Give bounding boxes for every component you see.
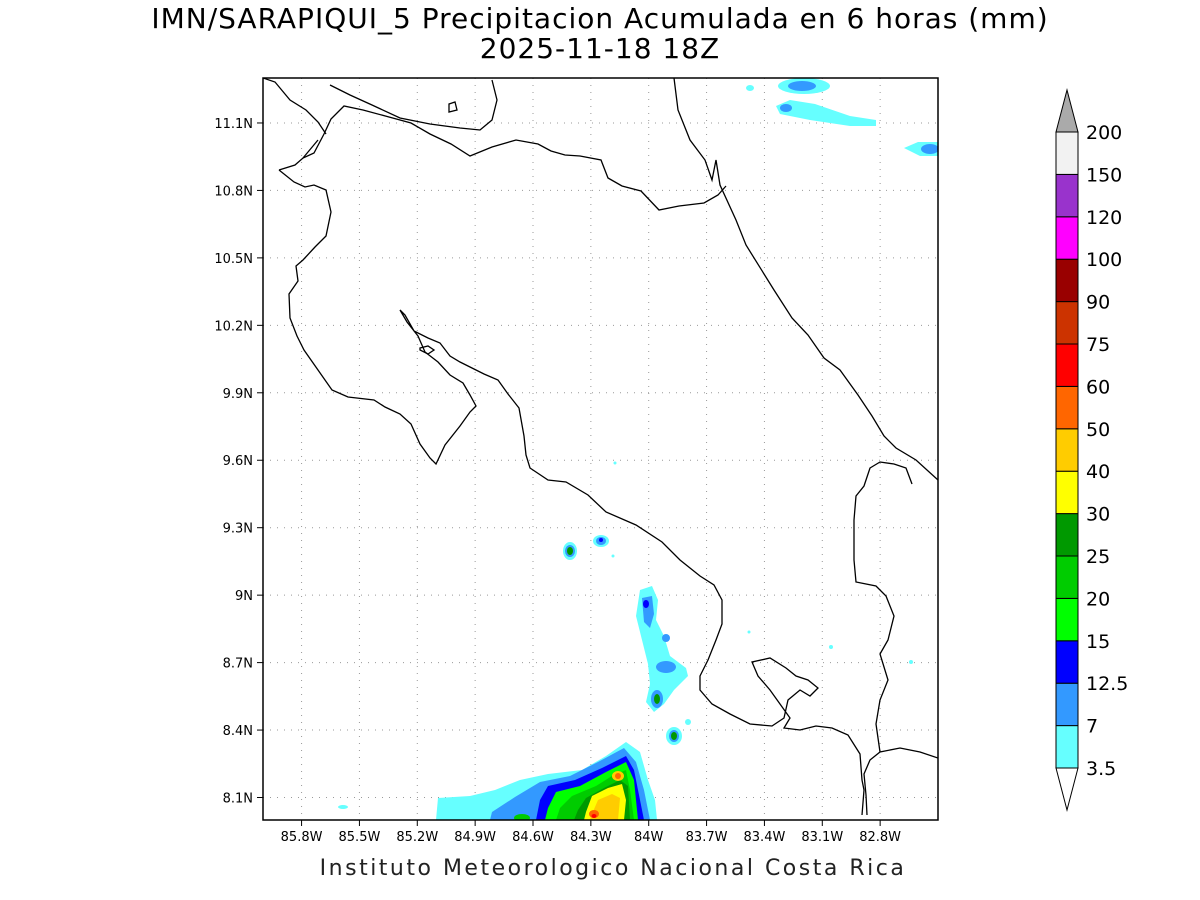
lon-tick-label: 83.7W bbox=[686, 830, 728, 845]
lon-tick-label: 82.8W bbox=[859, 830, 901, 845]
institution-credit: Instituto Meteorologico Nacional Costa R… bbox=[319, 856, 907, 881]
colorbar-level-label: 30 bbox=[1086, 504, 1110, 526]
colorbar-level-label: 12.5 bbox=[1086, 673, 1128, 695]
lat-tick-label: 9N bbox=[235, 589, 253, 604]
colorbar-swatch bbox=[1055, 385, 1079, 430]
coastlines bbox=[263, 78, 938, 816]
colorbar-level-label: 50 bbox=[1086, 419, 1110, 441]
colorbar-level-label: 200 bbox=[1086, 122, 1122, 144]
colorbar-level-label: 25 bbox=[1086, 546, 1110, 568]
colorbar-swatch bbox=[1055, 640, 1079, 684]
lon-tick-label: 85.8W bbox=[281, 830, 323, 845]
colorbar-swatch bbox=[1055, 597, 1079, 642]
nicaragua-pacific-coast bbox=[263, 78, 327, 159]
colorbar-swatch bbox=[1055, 725, 1079, 769]
colorbar-swatch bbox=[1055, 131, 1079, 175]
colorbar-swatch bbox=[1055, 428, 1079, 472]
colorbar-level-label: 150 bbox=[1086, 164, 1122, 186]
lon-tick-label: 84W bbox=[634, 830, 664, 845]
colorbar-level-label: 7 bbox=[1086, 716, 1098, 738]
nicaragua-border bbox=[278, 105, 727, 211]
precip-cell-south-band bbox=[338, 742, 657, 820]
colorbar-swatch bbox=[1055, 216, 1079, 260]
lat-tick-label: 8.1N bbox=[223, 792, 253, 807]
lon-tick-label: 83.1W bbox=[801, 830, 843, 845]
colorbar-swatch bbox=[1055, 555, 1079, 599]
nicoya-gulf-island bbox=[419, 345, 436, 355]
map-gridlines bbox=[263, 78, 938, 820]
colorbar-lower-arrow bbox=[1055, 767, 1079, 812]
lon-tick-label: 83.4W bbox=[744, 830, 786, 845]
colorbar-swatch bbox=[1055, 301, 1079, 345]
lat-tick-label: 8.7N bbox=[223, 657, 253, 672]
colorbar-level-label: 120 bbox=[1086, 207, 1122, 229]
lon-tick-label: 84.9W bbox=[454, 830, 496, 845]
map-subtitle: 2025-11-18 18Z bbox=[479, 32, 721, 65]
lon-tick-label: 84.6W bbox=[512, 830, 554, 845]
lon-tick-label: 85.5W bbox=[339, 830, 381, 845]
caribbean-coast bbox=[673, 78, 938, 481]
colorbar-swatch bbox=[1055, 343, 1079, 387]
map-title: IMN/SARAPIQUI_5 Precipitacion Acumulada … bbox=[151, 2, 1049, 35]
precip-cell-caribbean bbox=[746, 78, 938, 156]
colorbar-swatch bbox=[1055, 173, 1079, 218]
lat-tick-label: 8.4N bbox=[223, 724, 253, 739]
colorbar-swatch bbox=[1055, 258, 1079, 303]
colorbar-swatch bbox=[1055, 470, 1079, 515]
lat-tick-label: 9.6N bbox=[223, 454, 253, 469]
precip-cell-8-9n-band bbox=[636, 586, 913, 745]
colorbar-swatch bbox=[1055, 513, 1079, 557]
colorbar-level-label: 90 bbox=[1086, 292, 1110, 314]
lake-island bbox=[448, 101, 458, 113]
colorbar-level-label: 100 bbox=[1086, 249, 1122, 271]
colorbar-upper-arrow bbox=[1055, 88, 1079, 133]
lat-tick-label: 10.2N bbox=[214, 319, 253, 334]
colorbar-legend: 3.5 7 12.5 15 20 25 30 40 50 60 75 90 100 120 150 200 bbox=[1055, 88, 1128, 812]
lat-tick-label: 10.5N bbox=[214, 252, 253, 267]
colorbar-swatch bbox=[1055, 682, 1079, 727]
latitude-axis: 11.1N 10.8N 10.5N 10.2N 9.9N 9.6N 9.3N 9N 8.7N 8.… bbox=[214, 117, 263, 807]
precipitation-layer bbox=[338, 78, 938, 820]
pacific-coast-costa-rica bbox=[278, 169, 865, 816]
precip-cell-9-2n bbox=[563, 461, 617, 560]
lat-tick-label: 9.9N bbox=[223, 387, 253, 402]
lon-tick-label: 84.3W bbox=[570, 830, 612, 845]
lake-nicaragua-shore bbox=[329, 79, 498, 131]
lat-tick-label: 9.3N bbox=[223, 522, 253, 537]
lat-tick-label: 11.1N bbox=[214, 117, 253, 132]
colorbar-level-label: 75 bbox=[1086, 334, 1110, 356]
longitude-axis: 85.8W 85.5W 85.2W 84.9W 84.6W 84.3W 84W 83.7W 83… bbox=[281, 820, 901, 845]
lat-tick-label: 10.8N bbox=[214, 184, 253, 199]
colorbar-level-label: 60 bbox=[1086, 376, 1110, 398]
colorbar-level-label: 15 bbox=[1086, 631, 1110, 653]
colorbar-level-label: 40 bbox=[1086, 461, 1110, 483]
costa-rica-panama-border bbox=[853, 461, 938, 816]
colorbar-level-label: 20 bbox=[1086, 588, 1110, 610]
lon-tick-label: 85.2W bbox=[396, 830, 438, 845]
map-frame bbox=[262, 77, 939, 821]
colorbar-level-label: 3.5 bbox=[1086, 758, 1116, 780]
